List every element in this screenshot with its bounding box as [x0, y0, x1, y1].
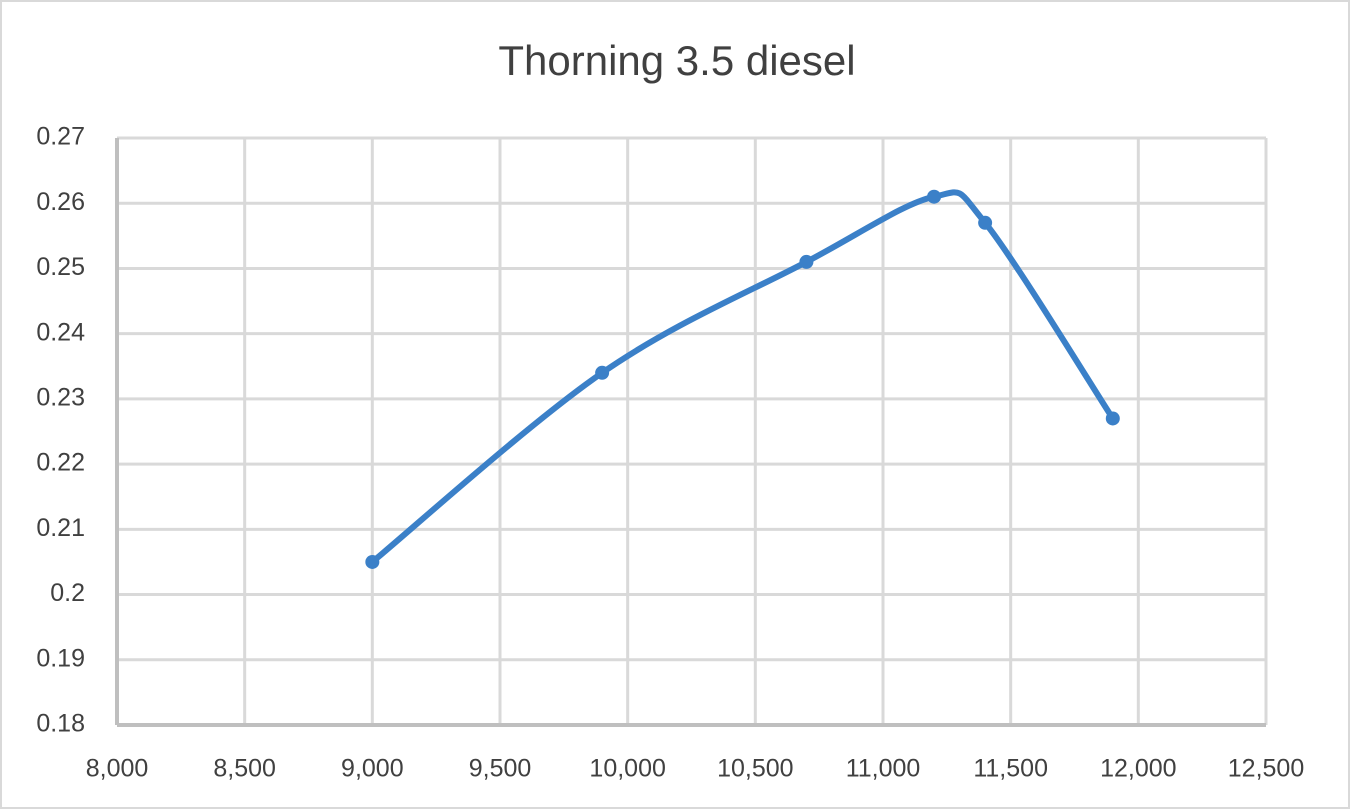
x-tick-label: 9,500: [469, 755, 532, 783]
x-tick-label: 11,500: [973, 755, 1048, 783]
x-tick-label: 8,000: [86, 755, 149, 783]
point-marker: [595, 365, 610, 380]
x-tick-label: 12,000: [1100, 755, 1176, 783]
y-tick-label: 0.23: [36, 383, 85, 411]
y-tick-label: 0.19: [36, 644, 85, 672]
y-tick-label: 0.22: [36, 449, 85, 477]
y-tick-label: 0.2: [50, 579, 85, 607]
y-tick-label: 0.27: [36, 123, 85, 151]
y-tick-label: 0.25: [36, 253, 85, 281]
x-tick-label: 11,000: [846, 755, 921, 783]
point-marker: [365, 554, 380, 569]
chart-title: Thorning 3.5 diesel: [498, 37, 855, 84]
point-marker: [927, 189, 942, 204]
y-tick-label: 0.26: [36, 188, 85, 216]
series-line: [369, 189, 1116, 565]
x-tick-label: 8,500: [213, 755, 276, 783]
y-tick-label: 0.24: [36, 318, 85, 346]
point-marker: [978, 215, 993, 230]
point-marker: [799, 254, 814, 269]
x-tick-label: 10,500: [717, 755, 793, 783]
y-tick-label: 0.21: [36, 514, 85, 542]
y-tick-label: 0.18: [36, 710, 85, 738]
point-marker: [1105, 411, 1120, 426]
x-tick-label: 9,000: [341, 755, 404, 783]
x-tick-label: 12,500: [1228, 755, 1304, 783]
x-tick-label: 10,000: [589, 755, 665, 783]
